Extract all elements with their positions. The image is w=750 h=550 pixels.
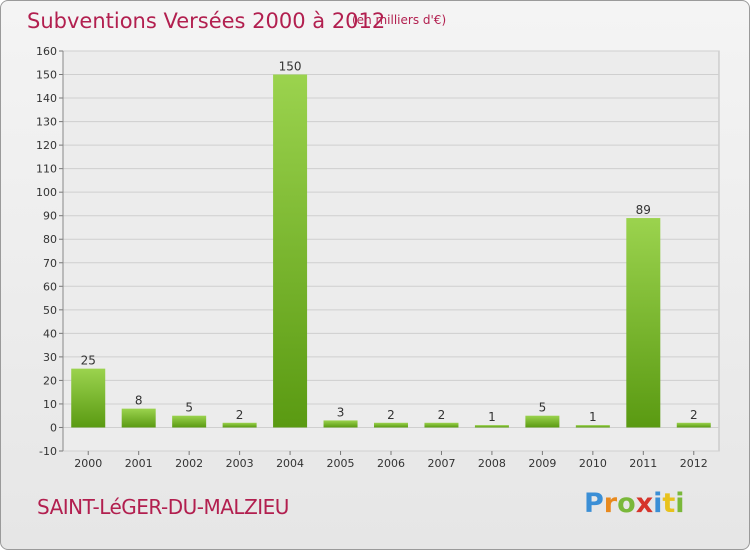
data-label-2012: 2	[690, 408, 698, 422]
y-tick-label: 40	[43, 327, 57, 340]
proxiti-logo: Proxiti	[584, 488, 685, 519]
data-label-2010: 1	[589, 410, 597, 424]
y-tick-label: 80	[43, 233, 57, 246]
x-tick-label-2000: 2000	[74, 457, 102, 470]
data-label-2005: 3	[337, 405, 345, 419]
y-tick-label: 20	[43, 374, 57, 387]
data-label-2007: 2	[438, 408, 446, 422]
chart-unit-note: (en milliers d'€)	[352, 13, 447, 27]
y-tick-label: 110	[36, 163, 57, 176]
y-tick-label: 120	[36, 139, 57, 152]
y-tick-label: 30	[43, 351, 57, 364]
data-label-2000: 25	[81, 354, 96, 368]
y-tick-label: 10	[43, 398, 57, 411]
bar-2010	[575, 425, 610, 428]
bar-2008	[474, 425, 509, 428]
y-tick-label: 150	[36, 69, 57, 82]
data-label-2002: 5	[185, 401, 193, 415]
bar-2002	[172, 415, 207, 428]
y-tick-label: 90	[43, 210, 57, 223]
x-tick-label-2011: 2011	[629, 457, 657, 470]
x-tick-label-2010: 2010	[579, 457, 607, 470]
y-tick-label: 50	[43, 304, 57, 317]
x-tick-label-2007: 2007	[427, 457, 455, 470]
y-tick-label: 100	[36, 186, 57, 199]
x-tick-label-2004: 2004	[276, 457, 304, 470]
data-label-2001: 8	[135, 394, 143, 408]
x-tick-label-2005: 2005	[327, 457, 355, 470]
data-label-2009: 5	[539, 401, 547, 415]
bar-2012	[676, 422, 711, 428]
chart-title: Subventions Versées 2000 à 2012	[27, 9, 386, 33]
bar-2005	[323, 420, 358, 428]
bar-2001	[121, 408, 156, 428]
bar-2011	[626, 218, 661, 428]
data-label-2004: 150	[279, 60, 302, 74]
y-tick-label: 70	[43, 257, 57, 270]
x-tick-label-2002: 2002	[175, 457, 203, 470]
commune-name: SAINT-LéGER-DU-MALZIEU	[37, 495, 289, 519]
x-tick-label-2008: 2008	[478, 457, 506, 470]
bar-2006	[374, 422, 408, 428]
x-tick-label-2012: 2012	[680, 457, 708, 470]
bar-2009	[525, 415, 560, 428]
y-tick-label: 160	[36, 45, 57, 58]
data-label-2011: 89	[636, 203, 651, 217]
x-tick-label-2009: 2009	[528, 457, 556, 470]
data-label-2006: 2	[387, 408, 395, 422]
x-tick-label-2006: 2006	[377, 457, 405, 470]
x-tick-label-2001: 2001	[125, 457, 153, 470]
y-tick-label: 0	[50, 421, 57, 434]
y-tick-label: 140	[36, 92, 57, 105]
y-tick-label: -10	[39, 445, 57, 458]
y-tick-label: 130	[36, 116, 57, 129]
x-tick-label-2003: 2003	[226, 457, 254, 470]
bar-2003	[222, 422, 257, 428]
plot-area	[62, 50, 720, 452]
y-tick-label: 60	[43, 280, 57, 293]
bar-2004	[273, 74, 308, 428]
bar-2007	[424, 422, 459, 428]
bar-2000	[71, 368, 106, 428]
data-label-2008: 1	[488, 410, 496, 424]
data-label-2003: 2	[236, 408, 244, 422]
